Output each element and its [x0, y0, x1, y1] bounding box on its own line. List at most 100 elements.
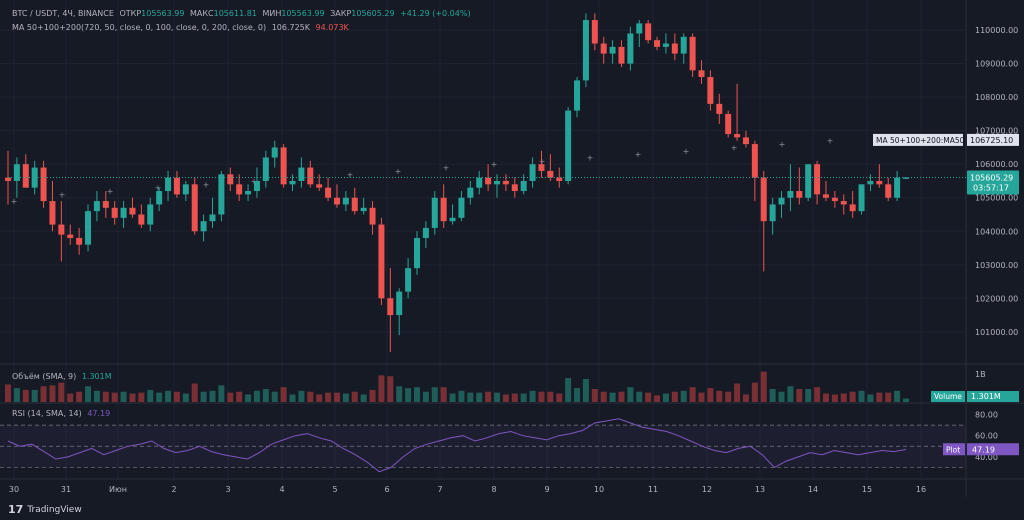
candle-body: [645, 23, 652, 41]
ma-dot: +: [683, 147, 690, 156]
candle-body: [876, 180, 883, 185]
ma-tag-value-bg: [967, 133, 1019, 146]
candle-body: [49, 201, 56, 225]
rsi-series: [0, 418, 966, 473]
rsi-axis-label: 60.00: [975, 432, 998, 441]
candle-body: [111, 207, 118, 218]
volume-bar: [342, 393, 349, 402]
ma-tag-label: MA 50+100+200:MA50: [876, 136, 965, 145]
candle-body: [173, 177, 180, 195]
candle-body: [13, 164, 20, 181]
ma-legend[interactable]: MA 50+100+200(720, 50, close, 0, 100, cl…: [12, 23, 352, 32]
volume-bar: [671, 391, 678, 402]
symbol-name[interactable]: BTC / USDT, 4Ч, BINANCE: [12, 9, 114, 18]
volume-value: 1.301M: [81, 372, 112, 381]
volume-bar: [787, 386, 794, 402]
volume-bar: [734, 383, 741, 402]
volume-bar: [76, 391, 83, 402]
price-tag-countdown: 03:57:17: [973, 183, 1009, 192]
volume-bar: [627, 387, 634, 402]
volume-bar: [574, 388, 581, 402]
time-axis-label: 8: [491, 485, 496, 494]
candle-body: [742, 137, 749, 145]
volume-bar: [307, 391, 314, 402]
volume-bar: [5, 384, 11, 402]
volume-bar: [742, 394, 749, 402]
tradingview-brand-text: TradingView: [27, 504, 82, 515]
rsi-tag-label-bg: [943, 443, 965, 456]
volume-bar: [422, 391, 429, 402]
axes: 110000.00109000.00108000.00107000.001060…: [8, 26, 1019, 494]
time-axis-label: 5: [332, 485, 337, 494]
candle-body: [227, 174, 234, 185]
volume-bar: [49, 385, 56, 402]
time-axis-label: 30: [9, 485, 19, 494]
volume-bar: [645, 392, 652, 402]
volume-bar: [387, 376, 394, 402]
candle-body: [165, 177, 172, 192]
ma-dot: +: [779, 140, 786, 149]
open-value: 105563.99: [141, 9, 185, 18]
volume-legend[interactable]: Объём (SMA, 9) 1.301M: [12, 372, 115, 381]
volume-bar: [360, 394, 367, 402]
tradingview-logo-icon: 17: [8, 503, 24, 516]
volume-bar: [413, 387, 420, 402]
ma-dot: +: [635, 150, 642, 159]
candle-body: [654, 40, 661, 47]
candle-body: [591, 20, 598, 44]
volume-bar: [867, 394, 874, 402]
rsi-tag-label: Plot: [946, 445, 960, 454]
candle-body: [671, 43, 678, 54]
ma-dot: +: [11, 197, 18, 206]
candle-body: [751, 144, 758, 178]
volume-bar: [582, 379, 589, 402]
ma-dot: +: [347, 170, 354, 179]
volume-bar: [40, 386, 47, 402]
time-axis-label: 7: [437, 485, 442, 494]
time-axis-label: 11: [648, 485, 658, 494]
volume-bar: [876, 392, 883, 402]
low-label: МИН: [262, 9, 282, 18]
volume-bar: [609, 392, 616, 402]
volume-bar: [822, 393, 829, 402]
time-axis-label: 16: [916, 485, 926, 494]
price-axis-label: 102000.00: [975, 294, 1018, 303]
candle-body: [307, 167, 314, 185]
ma-dot: +: [443, 164, 450, 173]
ma-dot: +: [155, 184, 162, 193]
price-axis-label: 107000.00: [975, 127, 1018, 136]
candle-body: [529, 164, 536, 181]
candle-body: [245, 191, 252, 195]
volume-bar: [796, 389, 803, 402]
volume-bar: [449, 393, 456, 402]
ma-name: MA 50+100+200: [12, 23, 82, 32]
candle-body: [662, 43, 669, 47]
volume-bar: [405, 388, 412, 402]
candle-body: [387, 298, 394, 316]
ma-dot: +: [203, 180, 210, 189]
ma-dot: +: [539, 157, 546, 166]
candlestick-series[interactable]: [5, 13, 909, 352]
candle-body: [520, 180, 527, 192]
rsi-legend[interactable]: RSI (14, SMA, 14) 47.19: [12, 409, 113, 418]
volume-bar: [458, 390, 465, 402]
candle-body: [467, 187, 474, 198]
candle-body: [805, 164, 812, 198]
tradingview-logo[interactable]: 17 TradingView: [8, 503, 82, 516]
candle-body: [351, 197, 358, 212]
volume-bar: [778, 391, 785, 402]
candle-body: [556, 177, 563, 181]
rsi-tag-value-bg: [967, 443, 1019, 456]
ma-dot: +: [827, 137, 834, 146]
volume-bar: [662, 393, 669, 402]
candle-body: [458, 197, 465, 218]
time-axis-label: 6: [384, 485, 389, 494]
candle-body: [760, 177, 767, 222]
volume-bar: [316, 394, 323, 402]
candle-body: [769, 204, 776, 222]
volume-bar: [698, 392, 705, 402]
candle-body: [840, 201, 847, 205]
volume-bar: [182, 393, 189, 402]
rsi-axis-label: 80.00: [975, 411, 998, 420]
